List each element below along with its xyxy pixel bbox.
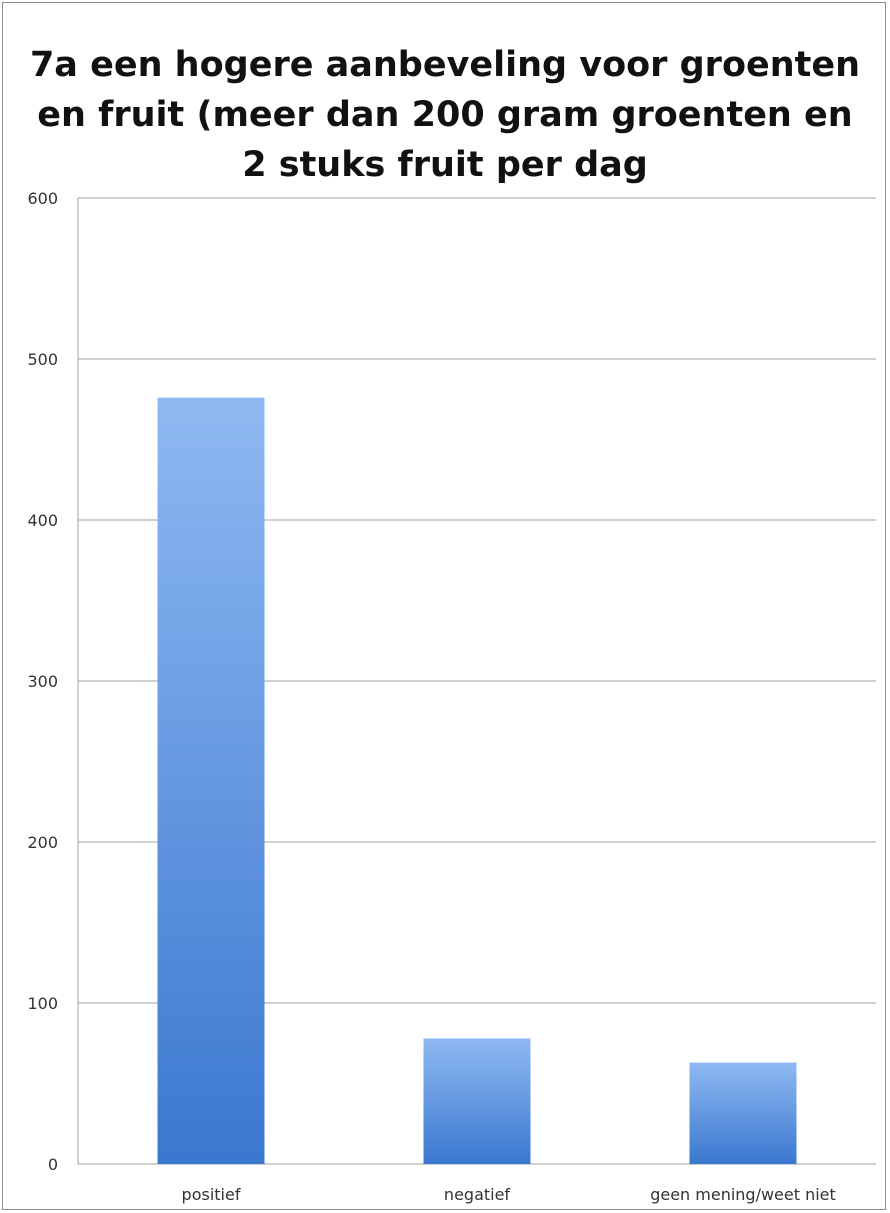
chart-title: 7a een hogere aanbeveling voor groenten … (0, 40, 890, 190)
y-tick-label: 200 (27, 833, 58, 852)
x-category-label: positief (182, 1185, 241, 1204)
bar-negatief (423, 1038, 531, 1164)
chart-title-line-3: 2 stuks fruit per dag (242, 145, 648, 185)
x-category-label: geen mening/weet niet (650, 1185, 836, 1204)
y-tick-label: 100 (27, 994, 58, 1013)
bar-positief (157, 397, 265, 1164)
bars (157, 397, 797, 1164)
bar-geen-mening-weet-niet (689, 1062, 797, 1164)
chart-title-line-2: en fruit (meer dan 200 gram groenten en (37, 95, 853, 135)
x-category-label: negatief (444, 1185, 511, 1204)
y-tick-label: 400 (27, 511, 58, 530)
x-axis-categories: positief negatief geen mening/weet niet (182, 1185, 836, 1204)
y-tick-label: 600 (27, 189, 58, 208)
y-tick-label: 0 (48, 1155, 58, 1174)
y-axis-ticks: 0 100 200 300 400 500 600 (27, 189, 58, 1174)
y-tick-label: 500 (27, 350, 58, 369)
y-tick-label: 300 (27, 672, 58, 691)
chart-title-line-1: 7a een hogere aanbeveling voor groenten (29, 45, 861, 85)
